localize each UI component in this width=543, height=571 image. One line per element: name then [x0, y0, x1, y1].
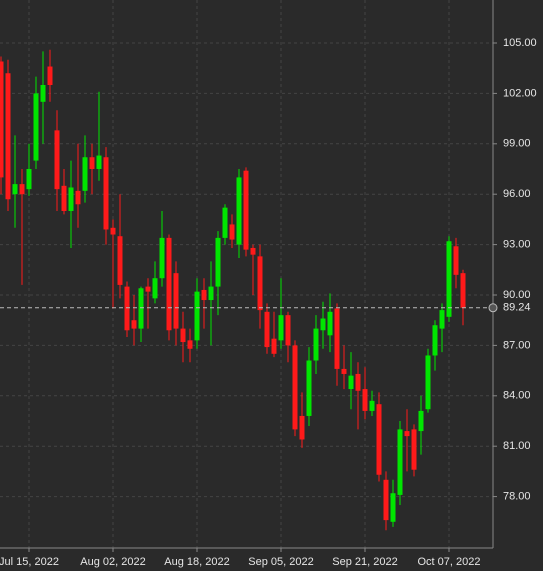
- y-tick-label: 99.00: [503, 138, 531, 150]
- candle-body: [152, 278, 158, 299]
- candle-body: [243, 170, 249, 250]
- y-tick-label: 84.00: [503, 390, 531, 402]
- candle-body: [117, 236, 123, 285]
- candle-body: [271, 338, 277, 354]
- candle-body: [180, 328, 186, 343]
- candle-body: [257, 256, 263, 311]
- candle-body: [103, 157, 109, 230]
- candle-body: [264, 311, 270, 348]
- candle-body: [12, 184, 18, 195]
- candle-body: [54, 130, 60, 190]
- candle-body: [446, 241, 452, 317]
- candle-body: [110, 227, 116, 235]
- x-tick-label: Aug 02, 2022: [80, 556, 145, 568]
- candle-body: [425, 355, 431, 410]
- last-price-label: 89.24: [503, 302, 531, 314]
- y-tick-label: 87.00: [503, 339, 531, 351]
- candle-body: [362, 389, 368, 411]
- candle-body: [222, 207, 228, 238]
- y-tick-label: 81.00: [503, 440, 531, 452]
- candle-body: [341, 368, 347, 374]
- x-tick-label: Sep 21, 2022: [332, 556, 397, 568]
- candle-body: [68, 187, 74, 212]
- candle-body: [383, 479, 389, 521]
- y-tick-label: 105.00: [503, 37, 537, 49]
- candle-body: [299, 415, 305, 440]
- x-tick-label: Oct 07, 2022: [418, 556, 481, 568]
- last-price-marker: [488, 303, 498, 313]
- candle-body: [236, 177, 242, 245]
- x-tick-label: Aug 18, 2022: [164, 556, 229, 568]
- candle-body: [278, 315, 284, 341]
- candle-body: [75, 190, 81, 205]
- x-tick-label: Jul 15, 2022: [0, 556, 59, 568]
- candle-body: [131, 320, 137, 329]
- candle-body: [5, 73, 11, 200]
- candle-body: [432, 325, 438, 356]
- candle-body: [376, 404, 382, 475]
- candle-body: [229, 224, 235, 240]
- candle-body: [390, 493, 396, 522]
- candle-body: [418, 410, 424, 432]
- candle-body: [0, 61, 4, 178]
- x-tick-label: Sep 05, 2022: [248, 556, 313, 568]
- candle-body: [173, 273, 179, 329]
- candle-body: [145, 286, 151, 292]
- candle-body: [61, 185, 67, 212]
- candle-body: [320, 318, 326, 331]
- candle-body: [292, 345, 298, 430]
- y-tick-label: 93.00: [503, 239, 531, 251]
- candle-body: [355, 373, 361, 391]
- y-tick-label: 96.00: [503, 188, 531, 200]
- candle-body: [369, 400, 375, 411]
- candle-body: [453, 246, 459, 275]
- candle-body: [19, 184, 25, 195]
- candle-body: [201, 289, 207, 301]
- candle-body: [26, 169, 32, 190]
- candle-body: [439, 310, 445, 329]
- candle-body: [404, 431, 410, 437]
- candle-body: [334, 308, 340, 369]
- candle-body: [215, 237, 221, 287]
- candle-body: [348, 375, 354, 390]
- y-tick-label: 102.00: [503, 87, 537, 99]
- candle-body: [159, 237, 165, 279]
- candle-body: [411, 429, 417, 470]
- candle-body: [397, 429, 403, 495]
- candle-body: [89, 157, 95, 170]
- candle-body: [47, 66, 53, 86]
- candle-body: [82, 157, 88, 191]
- candle-body: [285, 315, 291, 346]
- candle-body: [306, 360, 312, 416]
- candle-body: [138, 288, 144, 329]
- candle-body: [327, 311, 333, 336]
- candle-body: [33, 93, 39, 161]
- candle-body: [40, 85, 46, 102]
- candle-body: [187, 340, 193, 349]
- candle-body: [250, 247, 256, 255]
- candle-body: [166, 237, 172, 331]
- candle-body: [194, 291, 200, 341]
- y-tick-label: 90.00: [503, 289, 531, 301]
- candle-body: [460, 273, 466, 308]
- candle-body: [313, 328, 319, 361]
- candle-body: [96, 155, 102, 170]
- candle-body: [124, 286, 130, 331]
- candle-body: [208, 286, 214, 301]
- y-tick-label: 78.00: [503, 490, 531, 502]
